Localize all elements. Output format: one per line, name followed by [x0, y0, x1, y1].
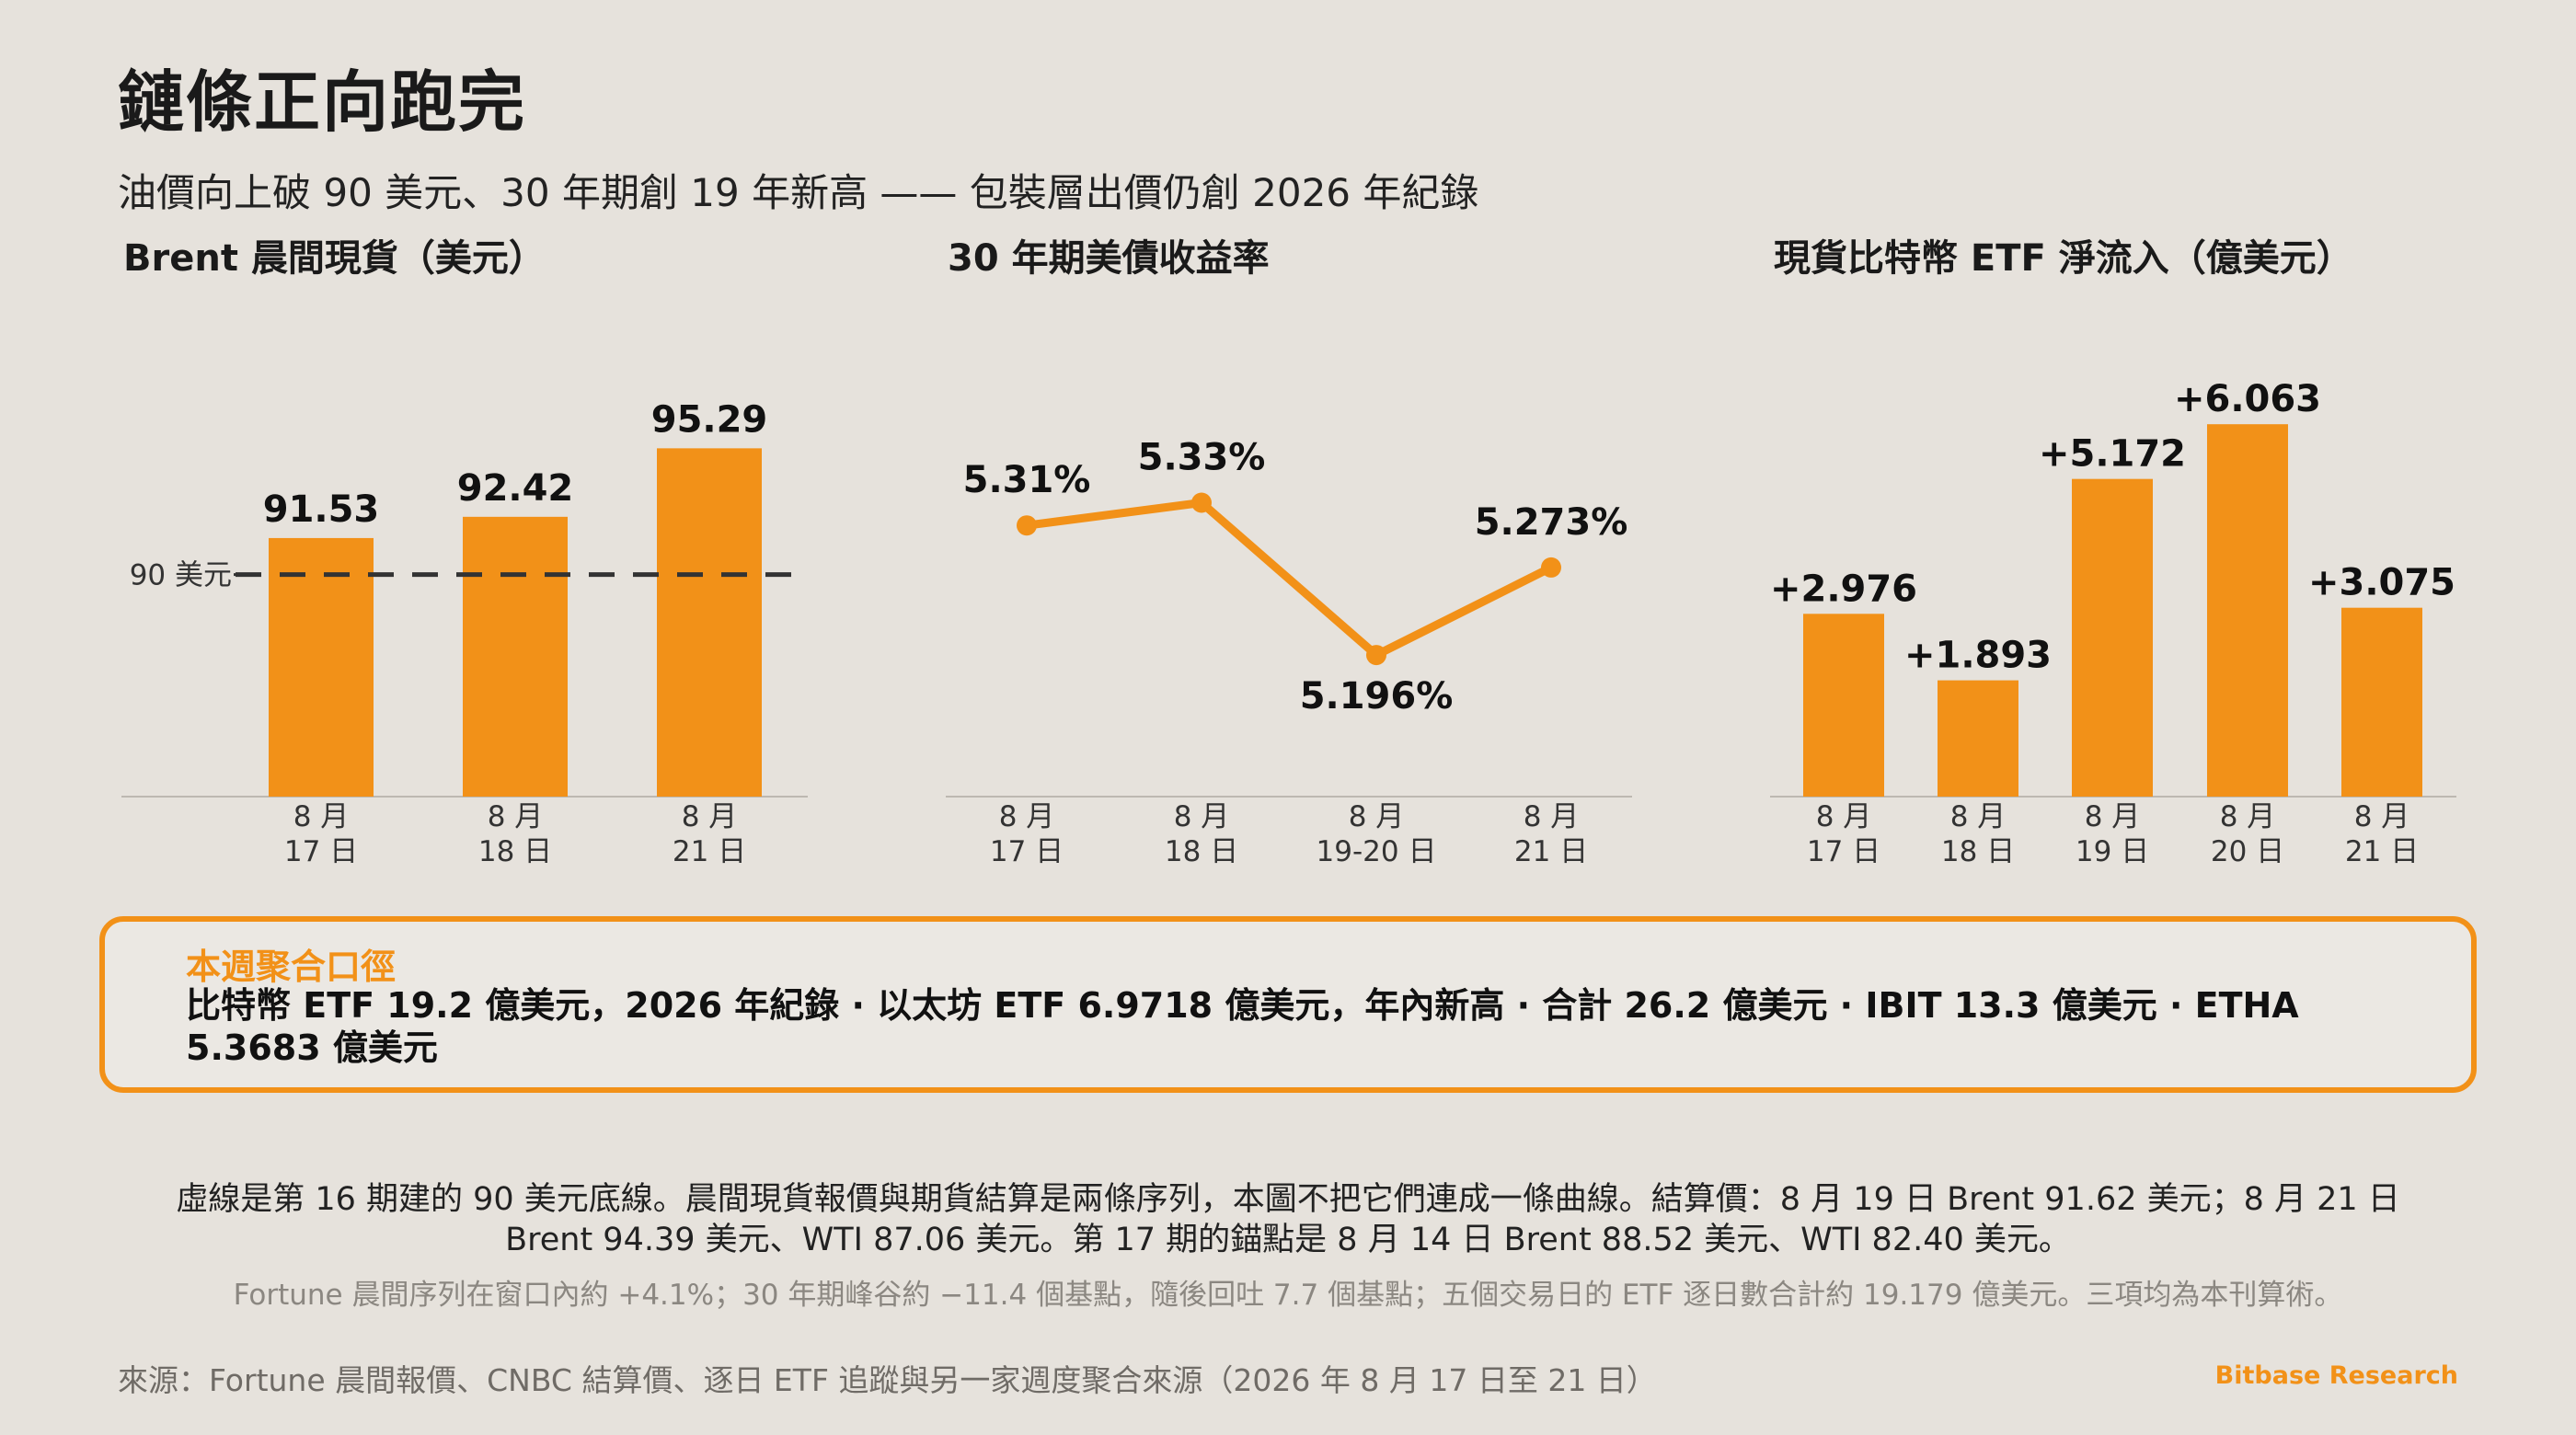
- etf-x-tick-label: 8 月 19 日: [2076, 800, 2149, 868]
- brent-value-label: 92.42: [457, 467, 574, 510]
- brent-value-label: 95.29: [651, 398, 768, 441]
- page-title: 鏈條正向跑完: [118, 63, 527, 141]
- etf-bar: [2072, 478, 2153, 797]
- source-note: 來源：Fortune 晨間報價、CNBC 結算價、逐日 ETF 追蹤與另一家週度…: [118, 1362, 1657, 1398]
- yield-value-label: 5.31%: [963, 459, 1091, 501]
- etf-x-tick-label: 8 月 20 日: [2211, 800, 2284, 868]
- brent-bar: [269, 537, 374, 797]
- summary-box: [99, 916, 2477, 1093]
- yield-x-tick-label: 8 月 19-20 日: [1317, 800, 1437, 868]
- etf-value-label: +6.063: [2174, 378, 2321, 420]
- brent-bar: [657, 448, 762, 797]
- brent-x-tick-label: 8 月 17 日: [284, 800, 358, 868]
- etf-value-label: +1.893: [1904, 635, 2052, 677]
- footnote-main: 虛線是第 16 期建的 90 美元底線。晨間現貨報價與期貨結算是兩條序列，本圖不…: [176, 1181, 2400, 1258]
- yield-x-tick-label: 8 月 21 日: [1514, 800, 1588, 868]
- brent-chart-title: Brent 晨間現貨（美元）: [123, 237, 546, 280]
- etf-bar: [1938, 680, 2018, 797]
- etf-bar: [1803, 614, 1884, 797]
- etf-value-label: +5.172: [2039, 433, 2186, 476]
- yield-x-tick-label: 8 月 18 日: [1165, 800, 1238, 868]
- etf-bar: [2207, 424, 2288, 797]
- etf-bar: [2341, 607, 2422, 797]
- summary-text: 比特幣 ETF 19.2 億美元，2026 年紀錄 · 以太坊 ETF 6.97…: [186, 985, 2299, 1068]
- etf-x-tick-label: 8 月 18 日: [1941, 800, 2015, 868]
- yield-point: [1366, 645, 1386, 666]
- page-subtitle: 油價向上破 90 美元、30 年期創 19 年新高 —— 包裝層出價仍創 202…: [118, 170, 1479, 215]
- yield-point: [1541, 557, 1561, 578]
- yield-series-line: [1026, 499, 1554, 660]
- brent-x-tick-label: 8 月 21 日: [673, 800, 746, 868]
- brent-x-tick-label: 8 月 18 日: [478, 800, 552, 868]
- yield-x-tick-label: 8 月 17 日: [990, 800, 1064, 868]
- yield-point: [1017, 515, 1037, 536]
- yield-point: [1191, 492, 1212, 513]
- yield-value-label: 5.273%: [1475, 501, 1628, 544]
- yield-value-label: 5.33%: [1138, 437, 1266, 479]
- yield-chart-title: 30 年期美債收益率: [948, 237, 1270, 280]
- etf-x-tick-label: 8 月 17 日: [1807, 800, 1880, 868]
- etf-value-label: +3.075: [2308, 562, 2455, 604]
- etf-chart-title: 現貨比特幣 ETF 淨流入（億美元）: [1774, 237, 2353, 280]
- yield-value-label: 5.196%: [1300, 675, 1454, 718]
- brent-bar: [463, 516, 568, 797]
- brent-reference-label: 90 美元: [130, 559, 232, 592]
- summary-heading: 本週聚合口徑: [186, 947, 397, 987]
- etf-value-label: +2.976: [1770, 568, 1917, 610]
- brand-logo-text: Bitbase Research: [2214, 1361, 2458, 1390]
- etf-x-tick-label: 8 月 21 日: [2345, 800, 2419, 868]
- footnote-sub: Fortune 晨間序列在窗口內約 +4.1%；30 年期峰谷約 −11.4 個…: [233, 1279, 2343, 1312]
- charts-canvas: 91.53 92.42 95.29 90 美元 8 月 17 日 8 月 18 日 8 月 21 …: [121, 378, 2456, 868]
- brent-value-label: 91.53: [263, 488, 380, 531]
